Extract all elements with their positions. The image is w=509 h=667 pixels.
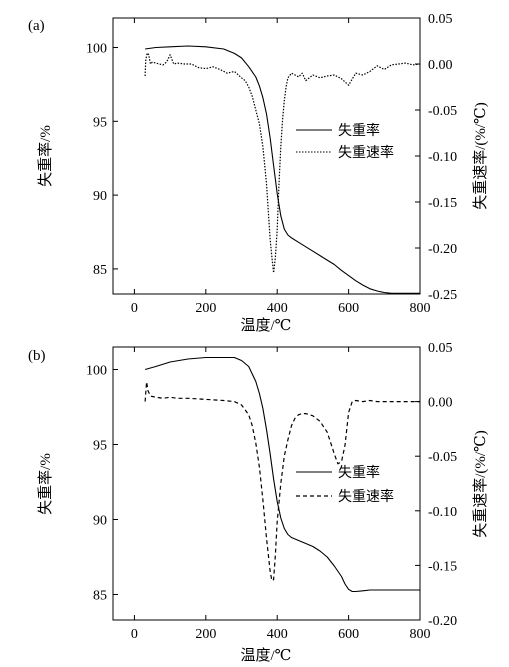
x-tick-label: 800 — [410, 627, 431, 642]
ticks-a: 0 200 400 600 800 85 90 95 100 0.05 0.00 -0.05 -0.10… — [86, 12, 457, 316]
y-right-tick-label: 0.00 — [428, 396, 453, 411]
x-axis-title-a: 温度/℃ — [241, 317, 292, 334]
y-left-axis-title-b: 失重率/% — [37, 453, 54, 515]
y-left-tick-label: 95 — [93, 115, 107, 130]
y-right-tick-label: -0.20 — [428, 242, 457, 257]
y-right-tick-label: -0.20 — [428, 614, 457, 629]
y-right-tick-label: -0.05 — [428, 450, 457, 465]
x-tick-label: 200 — [195, 627, 216, 642]
series-line-dotted — [144, 52, 421, 274]
legend-a: 失重率 失重速率 — [296, 122, 394, 161]
x-tick-label: 400 — [267, 301, 288, 316]
x-tick-label: 400 — [267, 627, 288, 642]
y-left-tick-label: 85 — [93, 263, 107, 278]
panel-a: (a) 0 200 400 600 800 85 90 95 100 0.05 0.00 -0.05 -… — [28, 12, 489, 334]
y-left-tick-label: 100 — [86, 42, 107, 57]
x-tick-label: 600 — [338, 301, 359, 316]
legend-label-solid-a: 失重率 — [338, 122, 380, 139]
y-left-tick-label: 85 — [93, 589, 107, 604]
y-right-tick-label: -0.15 — [428, 196, 457, 211]
x-axis-title-b: 温度/℃ — [241, 647, 292, 664]
y-right-tick-label: 0.00 — [428, 58, 453, 73]
series-a — [144, 45, 421, 294]
x-tick-label: 800 — [410, 301, 431, 316]
y-right-tick-label: -0.15 — [428, 559, 457, 574]
y-right-tick-label: -0.10 — [428, 150, 457, 165]
x-tick-label: 0 — [131, 301, 138, 316]
x-tick-label: 0 — [131, 627, 138, 642]
legend-b: 失重率 失重速率 — [296, 464, 394, 505]
y-right-axis-title-a: 失重速率/(%/℃) — [472, 102, 489, 210]
y-right-tick-label: -0.05 — [428, 104, 457, 119]
ticks-b: 0 200 400 600 800 85 90 95 100 0.05 0.00 -0.05 -0.10… — [86, 341, 457, 642]
x-tick-label: 200 — [195, 301, 216, 316]
x-tick-label: 600 — [338, 627, 359, 642]
panel-label-a: (a) — [28, 18, 45, 34]
y-left-tick-label: 90 — [93, 189, 107, 204]
legend-label-dotted-a: 失重速率 — [338, 144, 394, 161]
y-right-axis-title-b: 失重速率/(%/℃) — [472, 430, 489, 538]
plot-frame-b — [112, 346, 421, 621]
y-right-tick-label: -0.25 — [428, 288, 457, 303]
panel-b: (b) 0 200 400 600 800 85 90 95 100 0.05 0.00 -0.05 -… — [28, 341, 489, 664]
legend-label-solid-b: 失重率 — [338, 464, 380, 481]
panel-label-b: (b) — [28, 348, 46, 364]
series-line-dashed — [144, 381, 420, 582]
y-left-axis-title-a: 失重率/% — [37, 125, 54, 187]
y-right-tick-label: 0.05 — [428, 12, 453, 27]
y-right-tick-label: -0.10 — [428, 505, 457, 520]
series-b — [144, 356, 420, 593]
series-line-solid — [145, 45, 420, 294]
series-line-solid — [144, 356, 420, 593]
legend-label-dashed-b: 失重速率 — [338, 488, 394, 505]
y-left-tick-label: 100 — [86, 364, 107, 379]
y-left-tick-label: 95 — [93, 439, 107, 454]
y-left-tick-label: 90 — [93, 514, 107, 529]
y-right-tick-label: 0.05 — [428, 341, 453, 356]
